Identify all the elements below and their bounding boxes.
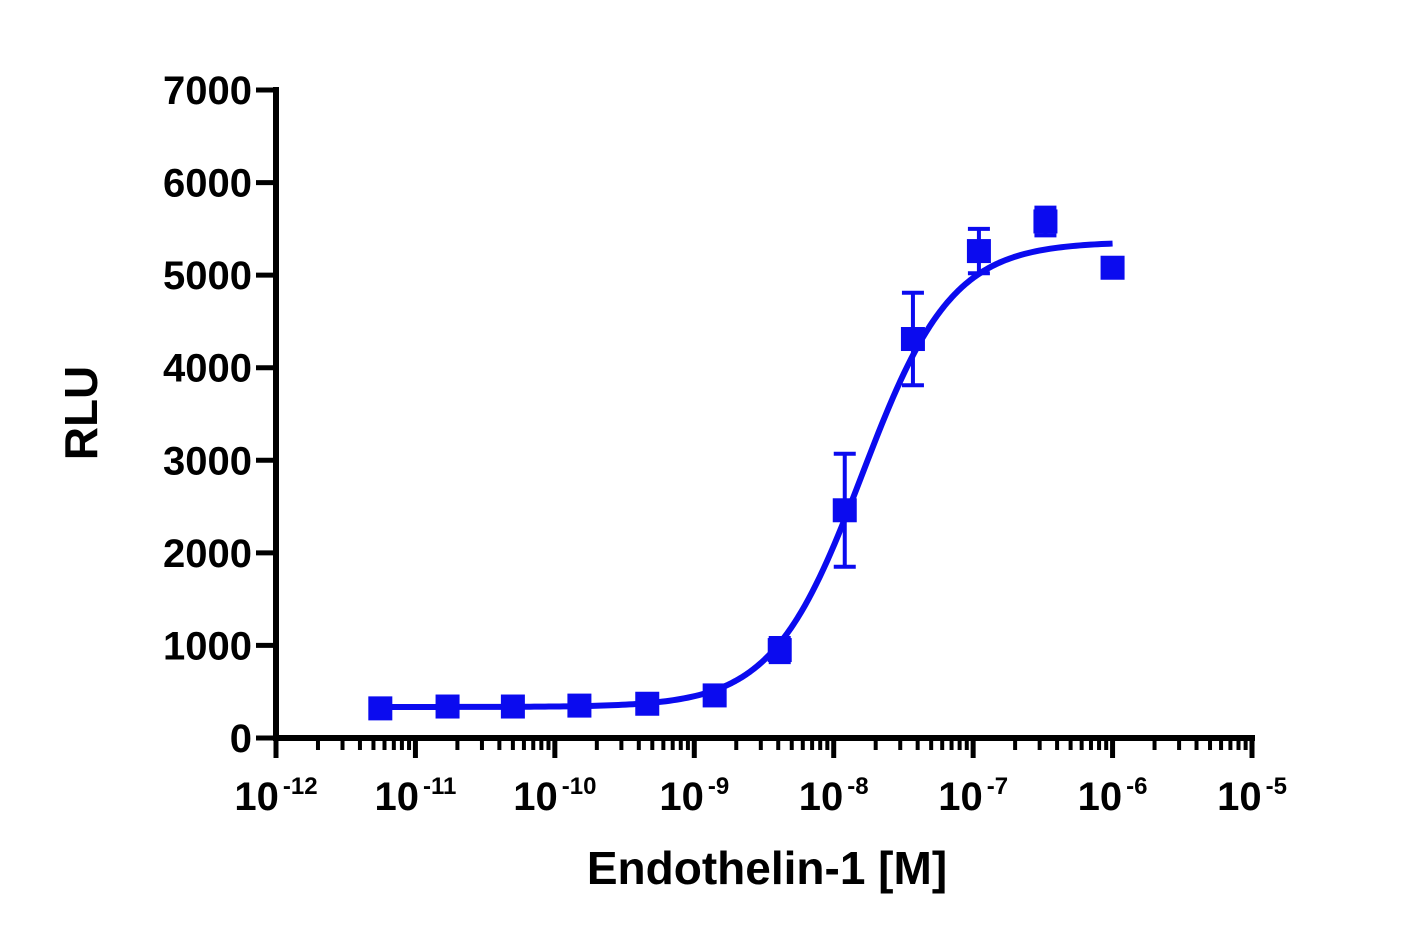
square-marker: [435, 694, 460, 719]
data-points-layer: [368, 205, 1125, 721]
y-tick-label: 3000: [163, 439, 252, 483]
y-tick-label: 0: [230, 717, 252, 761]
fit-curve-layer: [380, 240, 1113, 710]
data-point: [635, 691, 660, 716]
y-tick-label: 7000: [163, 69, 252, 113]
square-marker: [1033, 209, 1058, 234]
square-marker: [966, 239, 991, 264]
x-axis-title: Endothelin-1 [M]: [587, 842, 947, 894]
data-point: [900, 290, 925, 388]
square-marker: [500, 694, 525, 719]
data-point: [966, 226, 991, 276]
data-point: [1033, 205, 1058, 238]
square-marker: [1100, 255, 1125, 280]
data-point: [832, 451, 857, 569]
x-tick-label: 10 -10: [513, 773, 596, 819]
data-point: [567, 693, 592, 718]
data-point: [767, 636, 792, 665]
square-marker: [567, 693, 592, 718]
square-marker: [767, 638, 792, 663]
x-tick-label: 10 -11: [374, 773, 456, 819]
square-marker: [702, 683, 727, 708]
y-tick-label: 4000: [163, 347, 252, 391]
x-tick-label: 10 -7: [938, 773, 1008, 819]
y-tick-label: 2000: [163, 532, 252, 576]
square-marker: [900, 327, 925, 352]
y-axis-title: RLU: [55, 366, 107, 461]
x-tick-label: 10 -12: [234, 773, 317, 819]
data-point: [368, 696, 393, 721]
data-point: [435, 694, 460, 719]
x-tick-label: 10 -5: [1217, 773, 1287, 819]
data-point: [702, 683, 727, 708]
fit-curve: [380, 240, 1113, 710]
x-tick-label: 10 -6: [1078, 773, 1148, 819]
square-marker: [368, 696, 393, 721]
y-tick-label: 6000: [163, 162, 252, 206]
data-point: [1100, 255, 1125, 280]
y-tick-label: 5000: [163, 254, 252, 298]
y-tick-label: 1000: [163, 624, 252, 668]
x-axis-ticks: 10 -12 10 -11 10 -10 10 -9 10 -8 10 -7 10 -6 10 -5: [234, 738, 1287, 819]
y-axis-ticks: 0 1000 2000 3000 4000 5000 6000 7000: [163, 69, 276, 761]
square-marker: [832, 498, 857, 523]
square-marker: [635, 691, 660, 716]
x-tick-label: 10 -9: [659, 773, 729, 819]
x-tick-label: 10 -8: [799, 773, 869, 819]
data-point: [500, 694, 525, 719]
